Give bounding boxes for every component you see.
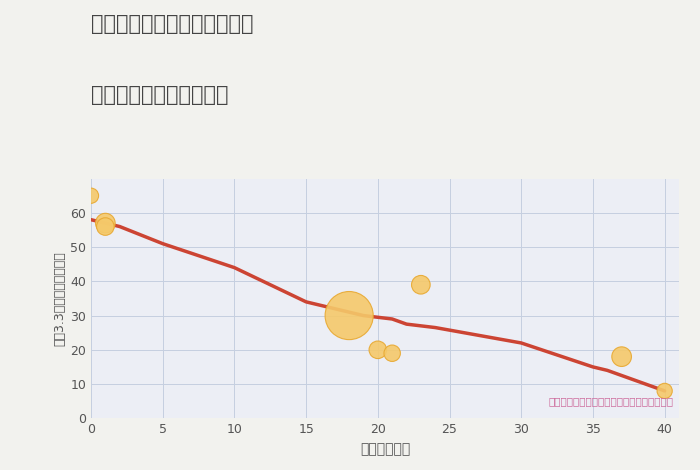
Y-axis label: 坪（3.3㎡）単価（万円）: 坪（3.3㎡）単価（万円） [53,251,66,346]
X-axis label: 築年数（年）: 築年数（年） [360,442,410,456]
Point [386,350,398,357]
Point [99,219,111,227]
Point [659,387,671,395]
Text: 円の大きさは、取引のあった物件面積を示す: 円の大きさは、取引のあった物件面積を示す [548,396,673,406]
Text: 築年数別中古戸建て価格: 築年数別中古戸建て価格 [91,85,228,105]
Point [372,346,384,353]
Point [415,281,426,289]
Point [85,192,97,199]
Point [616,353,627,360]
Point [344,312,355,319]
Text: 埼玉県南埼玉郡宮代町国納の: 埼玉県南埼玉郡宮代町国納の [91,14,253,34]
Point [99,223,111,230]
